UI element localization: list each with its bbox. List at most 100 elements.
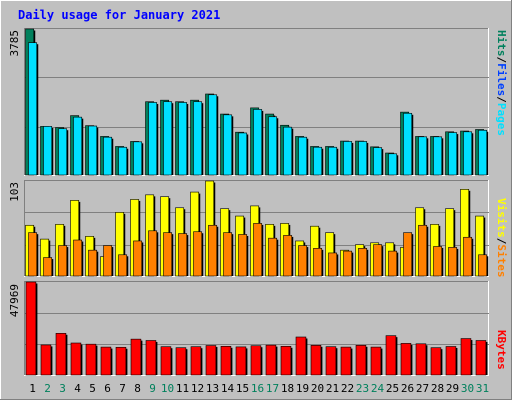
sites-bar (283, 235, 293, 277)
pages-bar (448, 132, 458, 176)
pages-bar (133, 141, 143, 176)
pages-bar (343, 141, 353, 176)
pages-bar (253, 109, 263, 176)
kbytes-bar (100, 346, 112, 376)
pages-bar (478, 129, 488, 176)
kbytes-bar (250, 345, 262, 376)
day-label: 14 (221, 382, 235, 395)
day-label: 16 (251, 382, 264, 395)
day-label: 25 (386, 382, 399, 395)
day-label: 24 (371, 382, 385, 395)
kbytes-bar (445, 346, 457, 376)
day-label: 29 (446, 382, 459, 395)
kbytes-bar (40, 344, 52, 376)
sites-bar (103, 245, 113, 277)
pages-bar (28, 42, 38, 176)
sites-bar (28, 232, 38, 277)
day-label: 3 (59, 382, 66, 395)
day-label: 17 (266, 382, 279, 395)
day-label: 20 (311, 382, 324, 395)
pages-bar (373, 147, 383, 176)
pages-bar (73, 116, 83, 176)
day-label: 4 (74, 382, 81, 395)
sites-bar (163, 232, 173, 277)
sites-bar (58, 245, 68, 277)
pages-bar (118, 146, 128, 176)
pages-bar (223, 114, 233, 176)
chart-title: Daily usage for January 2021 (18, 8, 220, 22)
kbytes-bar (370, 346, 382, 376)
pages-bar (163, 101, 173, 176)
sites-bar (73, 239, 83, 277)
kbytes-bar (340, 346, 352, 376)
legend-visitors: Visits/Sites (495, 198, 508, 278)
sites-bar (358, 248, 368, 277)
kbytes-bar (175, 347, 187, 376)
kbytes-bar (130, 338, 142, 376)
sites-bar (253, 223, 263, 277)
kbytes-bar (385, 335, 397, 376)
sites-bar (133, 240, 143, 277)
day-label: 18 (281, 382, 294, 395)
kbytes-bar (55, 333, 67, 376)
pages-bar (178, 102, 188, 176)
pages-bar (418, 136, 428, 176)
visitors-panel (24, 180, 489, 277)
legend-requests: Hits/Files/Pages (495, 30, 508, 136)
sites-bar (238, 234, 248, 277)
kbytes-bar (310, 345, 322, 376)
day-axis-labels: 1 2 3 4 5 6 7 8 9 10 11 12 13 14 15 16 17 18 19 20 21 22 23 24 2… (29, 382, 489, 395)
day-label: 21 (326, 382, 339, 395)
pages-bar (208, 94, 218, 176)
kbytes-bar (235, 346, 247, 376)
sites-bar (208, 224, 218, 277)
day-label: 22 (341, 382, 354, 395)
day-label: 12 (191, 382, 204, 395)
day-label: 5 (89, 382, 96, 395)
sites-bar (298, 245, 308, 277)
pages-bar (358, 141, 368, 176)
legend-sep-3: / (495, 238, 508, 245)
kbytes-bar (295, 336, 307, 376)
kbytes-bar (205, 345, 217, 376)
kbytes-bar (160, 346, 172, 376)
sites-bar (88, 249, 98, 277)
pages-bar (403, 112, 413, 176)
volume-ymax-label: 47969 (8, 284, 21, 317)
volume-panel (24, 281, 489, 376)
legend-files: Files (495, 63, 508, 96)
legend-visits: Visits (495, 198, 508, 238)
sites-bar (223, 232, 233, 277)
legend-pages: Pages (495, 103, 508, 136)
kbytes-bar (115, 346, 127, 376)
sites-bar (478, 254, 488, 277)
day-label: 19 (296, 382, 309, 395)
kbytes-bar (460, 338, 472, 376)
sites-bar (148, 230, 158, 277)
sites-bar (268, 237, 278, 277)
sites-bar (373, 244, 383, 277)
day-label: 7 (119, 382, 126, 395)
day-label: 26 (401, 382, 414, 395)
pages-bar (148, 102, 158, 176)
pages-bar (388, 153, 398, 176)
sites-bar (118, 254, 128, 277)
kbytes-bar (355, 345, 367, 376)
kbytes-bar (145, 340, 157, 376)
pages-bar (433, 136, 443, 176)
sites-bar (448, 247, 458, 277)
pages-bar (313, 146, 323, 176)
day-label: 13 (206, 382, 219, 395)
sites-bar (313, 248, 323, 277)
day-label: 23 (356, 382, 369, 395)
pages-bar (103, 136, 113, 176)
sites-bar (343, 250, 353, 277)
day-label: 11 (176, 382, 189, 395)
day-label: 27 (416, 382, 429, 395)
kbytes-bar (220, 346, 232, 376)
kbytes-bar (430, 347, 442, 376)
pages-bar (463, 131, 473, 176)
sites-bar (433, 246, 443, 277)
